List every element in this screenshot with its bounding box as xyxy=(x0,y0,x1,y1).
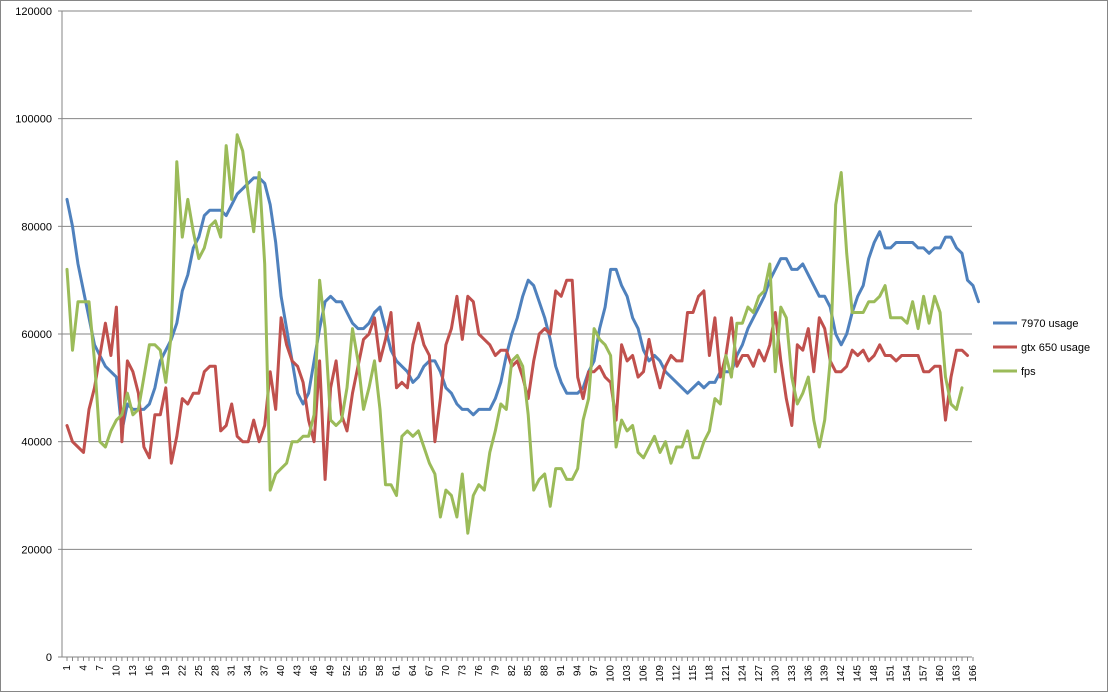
x-tick-label: 100 xyxy=(606,665,617,682)
x-tick-label: 109 xyxy=(655,665,666,682)
x-tick-label: 16 xyxy=(144,665,155,677)
x-tick-label: 148 xyxy=(869,665,880,682)
y-tick-label: 80000 xyxy=(21,221,52,233)
x-tick-label: 124 xyxy=(737,665,748,682)
x-tick-label: 91 xyxy=(556,665,567,677)
x-tick-label: 1 xyxy=(62,665,73,671)
x-tick-label: 13 xyxy=(128,665,139,677)
y-tick-label: 60000 xyxy=(21,329,52,341)
x-tick-label: 7 xyxy=(95,665,106,671)
y-tick-label: 100000 xyxy=(15,114,52,126)
x-tick-label: 154 xyxy=(902,665,913,682)
x-tick-label: 151 xyxy=(886,665,897,682)
x-tick-label: 136 xyxy=(803,665,814,682)
legend-label: fps xyxy=(1021,366,1036,378)
x-tick-label: 37 xyxy=(260,665,271,677)
x-tick-label: 127 xyxy=(754,665,765,682)
legend-label: 7970 usage xyxy=(1021,318,1079,330)
x-tick-label: 25 xyxy=(194,665,205,677)
x-tick-label: 130 xyxy=(770,665,781,682)
x-tick-label: 10 xyxy=(111,665,122,677)
x-tick-label: 118 xyxy=(704,665,715,681)
x-tick-label: 52 xyxy=(342,665,353,677)
x-tick-label: 106 xyxy=(639,665,650,682)
x-tick-label: 139 xyxy=(820,665,831,682)
x-tick-label: 97 xyxy=(589,665,600,677)
x-tick-label: 31 xyxy=(227,665,238,677)
y-tick-label: 0 xyxy=(46,652,52,664)
x-tick-label: 94 xyxy=(573,665,584,677)
x-tick-label: 103 xyxy=(622,665,633,682)
x-tick-label: 157 xyxy=(919,665,930,682)
y-tick-label: 40000 xyxy=(21,437,52,449)
x-tick-label: 166 xyxy=(968,665,979,682)
x-tick-label: 55 xyxy=(359,665,370,677)
series-line-7970-usage xyxy=(67,178,979,431)
x-tick-label: 145 xyxy=(853,665,864,682)
x-tick-label: 61 xyxy=(391,665,402,677)
x-tick-label: 49 xyxy=(326,665,337,677)
x-tick-label: 85 xyxy=(523,665,534,677)
x-tick-label: 115 xyxy=(688,665,699,681)
x-axis-ticks: 1 4 7 10 13 16 19 22 25 28 31 34 37 40 43 46 49 52 55 58 61 6… xyxy=(62,657,979,682)
legend: 7970 usage gtx 650 usage fps xyxy=(993,318,1090,378)
x-tick-label: 64 xyxy=(408,665,419,677)
x-tick-label: 40 xyxy=(276,665,287,677)
x-tick-label: 46 xyxy=(309,665,320,677)
y-axis-ticks: 0 20000 40000 60000 80000 100000 120000 xyxy=(15,6,62,664)
x-tick-label: 88 xyxy=(540,665,551,677)
x-tick-label: 4 xyxy=(78,665,89,671)
x-tick-label: 73 xyxy=(457,665,468,677)
x-tick-label: 79 xyxy=(490,665,501,677)
x-tick-label: 160 xyxy=(935,665,946,682)
legend-label: gtx 650 usage xyxy=(1021,342,1090,354)
x-tick-label: 112 xyxy=(671,665,682,681)
x-tick-label: 28 xyxy=(210,665,221,677)
x-tick-label: 82 xyxy=(507,665,518,677)
x-tick-label: 43 xyxy=(293,665,304,677)
x-tick-label: 142 xyxy=(836,665,847,682)
y-tick-label: 120000 xyxy=(15,6,52,18)
x-tick-label: 70 xyxy=(441,665,452,677)
x-tick-label: 67 xyxy=(424,665,435,677)
x-tick-label: 163 xyxy=(952,665,963,682)
y-tick-label: 20000 xyxy=(21,544,52,556)
x-tick-label: 58 xyxy=(375,665,386,677)
x-tick-label: 133 xyxy=(787,665,798,682)
x-tick-label: 76 xyxy=(474,665,485,677)
x-tick-label: 22 xyxy=(177,665,188,677)
x-tick-label: 19 xyxy=(161,665,172,677)
x-tick-label: 121 xyxy=(721,665,732,682)
x-tick-label: 34 xyxy=(243,665,254,677)
